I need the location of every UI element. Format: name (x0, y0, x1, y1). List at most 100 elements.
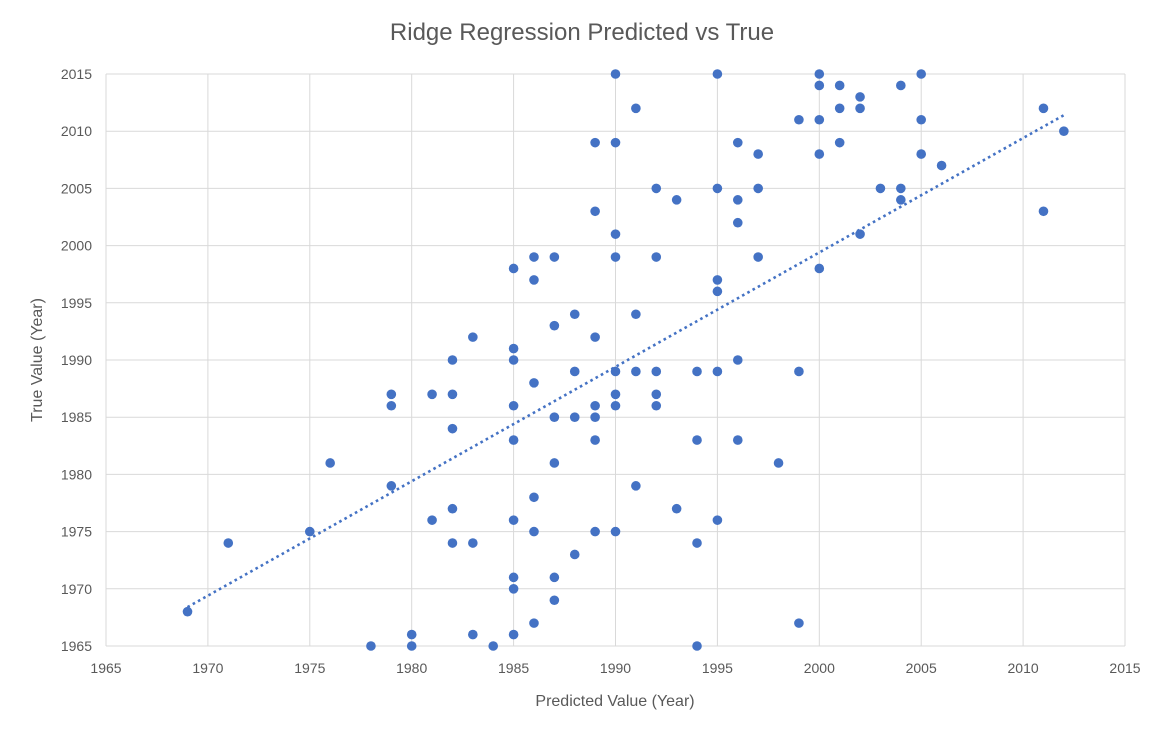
data-point (631, 309, 641, 320)
data-point (325, 458, 335, 468)
data-point (508, 435, 519, 445)
data-point (427, 515, 437, 525)
data-point (610, 252, 621, 262)
data-point (508, 400, 519, 411)
data-point (712, 275, 723, 285)
data-point (753, 183, 763, 194)
data-point (386, 481, 397, 491)
data-point (468, 538, 478, 548)
data-point (569, 366, 580, 377)
x-tick-label: 1990 (600, 660, 631, 676)
y-tick-label: 1995 (61, 295, 92, 311)
data-point (855, 92, 865, 102)
data-point (182, 606, 193, 617)
data-point (671, 503, 682, 514)
data-point (712, 366, 723, 377)
data-point (875, 183, 886, 194)
data-point (773, 458, 784, 468)
data-point (834, 137, 845, 148)
x-tick-label: 1970 (192, 660, 223, 676)
data-point (855, 103, 865, 114)
data-point (712, 183, 723, 194)
data-point (1059, 126, 1069, 136)
data-point (610, 526, 621, 537)
data-point (468, 332, 478, 342)
data-point (753, 149, 763, 159)
data-point (610, 366, 621, 377)
y-tick-label: 2010 (61, 123, 92, 139)
data-point (590, 435, 600, 445)
data-point (651, 183, 662, 194)
data-point (814, 149, 825, 159)
y-tick-label: 2000 (61, 238, 92, 254)
y-tick-label: 1990 (61, 352, 92, 368)
data-point (447, 389, 458, 400)
y-tick-label: 1975 (61, 524, 92, 540)
data-point (814, 114, 825, 125)
data-point (753, 252, 763, 262)
data-point (223, 538, 234, 548)
data-point (936, 160, 947, 171)
data-point (855, 229, 865, 239)
data-point (468, 629, 478, 640)
data-point (305, 526, 315, 537)
data-point (692, 538, 702, 548)
data-point (610, 137, 621, 148)
data-point (834, 80, 845, 91)
data-point (631, 366, 641, 377)
x-tick-label: 2000 (804, 660, 835, 676)
data-point (651, 389, 662, 400)
data-point (712, 515, 723, 525)
data-point (569, 549, 580, 560)
data-point (508, 584, 519, 594)
data-point (386, 400, 397, 411)
data-point (508, 355, 519, 365)
x-tick-label: 1995 (702, 660, 733, 676)
data-point (508, 629, 519, 640)
data-point (651, 400, 662, 411)
chart-title: Ridge Regression Predicted vs True (390, 19, 774, 46)
x-tick-label: 2015 (1109, 660, 1140, 676)
y-tick-label: 1985 (61, 409, 92, 425)
data-point (569, 309, 580, 320)
y-tick-label: 1965 (61, 638, 92, 654)
data-point (549, 458, 560, 468)
data-point (916, 114, 926, 125)
data-point (549, 320, 560, 331)
data-point (896, 195, 906, 205)
data-point (610, 69, 621, 79)
data-point (834, 103, 845, 114)
data-point (610, 400, 621, 411)
data-point (692, 641, 702, 651)
data-point (447, 355, 458, 365)
data-point (590, 206, 600, 217)
data-point (712, 69, 723, 79)
x-axis-title: Predicted Value (Year) (535, 693, 694, 710)
data-point (508, 515, 519, 525)
data-point (916, 149, 926, 159)
data-point (488, 641, 499, 651)
data-point (529, 618, 539, 628)
x-tick-label: 2010 (1008, 660, 1039, 676)
data-point (916, 69, 926, 79)
data-point (447, 423, 458, 434)
data-point (732, 435, 743, 445)
data-point (406, 641, 417, 651)
data-point (447, 538, 458, 548)
data-point (814, 80, 825, 91)
x-tick-label: 1980 (396, 660, 427, 676)
data-point (732, 137, 743, 148)
data-point (508, 263, 519, 274)
trendline-group (186, 114, 1065, 609)
data-point (610, 389, 621, 400)
data-point (590, 526, 600, 537)
data-point (814, 263, 825, 274)
data-point (692, 366, 702, 377)
data-point (896, 183, 906, 194)
data-point (590, 412, 600, 423)
data-point (896, 80, 906, 91)
x-tick-label: 2005 (906, 660, 937, 676)
y-axis-title: True Value (Year) (29, 298, 46, 422)
